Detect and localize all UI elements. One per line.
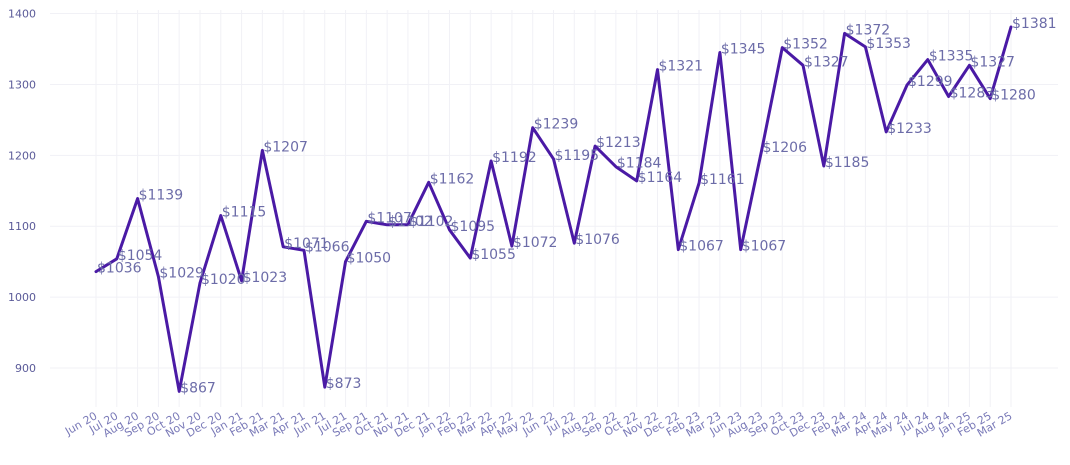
- data-label: $1192: [492, 150, 537, 166]
- data-label: $1115: [222, 205, 267, 221]
- data-label: $1239: [534, 117, 579, 133]
- data-label: $1067: [742, 239, 787, 255]
- y-tick-label: 1000: [8, 291, 36, 304]
- data-label: $1381: [1012, 16, 1057, 32]
- data-label: $1213: [596, 135, 641, 151]
- data-label: $1345: [721, 42, 766, 58]
- data-label: $1023: [243, 270, 288, 286]
- data-label: $1162: [430, 171, 475, 187]
- y-axis-tick-labels: 900 1000 1100 1200 1300 1400: [8, 8, 36, 375]
- data-label: $1067: [679, 239, 724, 255]
- data-label: $1161: [700, 172, 745, 188]
- y-tick-label: 1200: [8, 149, 36, 162]
- series-line: [94, 25, 1013, 393]
- data-label: $1195: [555, 148, 600, 164]
- data-label: $1321: [658, 59, 703, 75]
- data-label: $1353: [866, 36, 911, 52]
- data-label: $867: [180, 380, 216, 396]
- data-label: $1372: [846, 22, 891, 38]
- data-label: $1036: [97, 261, 142, 277]
- data-label: $1280: [991, 88, 1036, 104]
- data-label: $1164: [638, 170, 683, 186]
- data-label: $1335: [929, 49, 974, 65]
- grid: [50, 10, 1058, 407]
- data-label: $1066: [305, 239, 350, 255]
- data-label: $1185: [825, 155, 870, 171]
- data-label: $1050: [347, 251, 392, 267]
- data-label: $1076: [575, 232, 620, 248]
- data-label: $1095: [451, 219, 496, 235]
- data-label: $1327: [804, 54, 849, 70]
- data-label: $1207: [263, 139, 308, 155]
- data-label: $1283: [950, 85, 995, 101]
- data-label: $1299: [908, 74, 953, 90]
- data-label: $1102: [388, 214, 433, 230]
- data-label: $1102: [409, 214, 454, 230]
- data-label: $1071: [284, 236, 329, 252]
- series-line-layer: [94, 25, 1013, 393]
- data-label: $1139: [139, 188, 184, 204]
- data-label: $1029: [159, 266, 204, 282]
- y-tick-label: 1400: [8, 8, 36, 21]
- y-tick-label: 900: [15, 362, 36, 375]
- y-tick-label: 1300: [8, 78, 36, 91]
- data-label: $1327: [970, 54, 1015, 70]
- data-label: $1055: [471, 247, 516, 263]
- data-label: $873: [326, 376, 362, 392]
- data-label: $1020: [201, 272, 246, 288]
- data-label: $1107: [367, 210, 412, 226]
- data-label: $1054: [118, 248, 163, 264]
- data-label: $1072: [513, 235, 558, 251]
- y-tick-label: 1100: [8, 220, 36, 233]
- data-label: $1352: [783, 37, 828, 53]
- data-label: $1233: [887, 121, 932, 137]
- data-label: $1206: [762, 140, 807, 156]
- data-label: $1184: [617, 156, 662, 172]
- data-labels: $1036$1054 $1139 $1029 $867 $1020 $1115 $1023 $…: [97, 16, 1057, 396]
